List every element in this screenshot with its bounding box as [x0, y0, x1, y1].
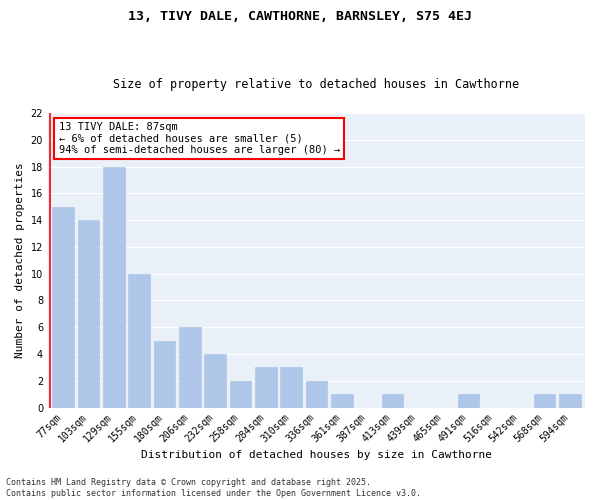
Bar — [103, 166, 125, 408]
Bar — [179, 327, 200, 407]
Bar — [331, 394, 353, 407]
Bar — [458, 394, 479, 407]
Text: 13 TIVY DALE: 87sqm
← 6% of detached houses are smaller (5)
94% of semi-detached: 13 TIVY DALE: 87sqm ← 6% of detached hou… — [59, 122, 340, 155]
Bar — [205, 354, 226, 408]
Text: 13, TIVY DALE, CAWTHORNE, BARNSLEY, S75 4EJ: 13, TIVY DALE, CAWTHORNE, BARNSLEY, S75 … — [128, 10, 472, 23]
Bar — [154, 340, 175, 407]
Bar — [230, 381, 251, 407]
Bar — [77, 220, 99, 408]
Bar — [305, 381, 327, 407]
Y-axis label: Number of detached properties: Number of detached properties — [15, 162, 25, 358]
Bar — [559, 394, 581, 407]
Bar — [280, 368, 302, 408]
Bar — [255, 368, 277, 408]
Bar — [533, 394, 555, 407]
Text: Contains HM Land Registry data © Crown copyright and database right 2025.
Contai: Contains HM Land Registry data © Crown c… — [6, 478, 421, 498]
Bar — [52, 206, 74, 408]
Bar — [128, 274, 150, 407]
X-axis label: Distribution of detached houses by size in Cawthorne: Distribution of detached houses by size … — [141, 450, 492, 460]
Title: Size of property relative to detached houses in Cawthorne: Size of property relative to detached ho… — [113, 78, 520, 91]
Bar — [382, 394, 403, 407]
